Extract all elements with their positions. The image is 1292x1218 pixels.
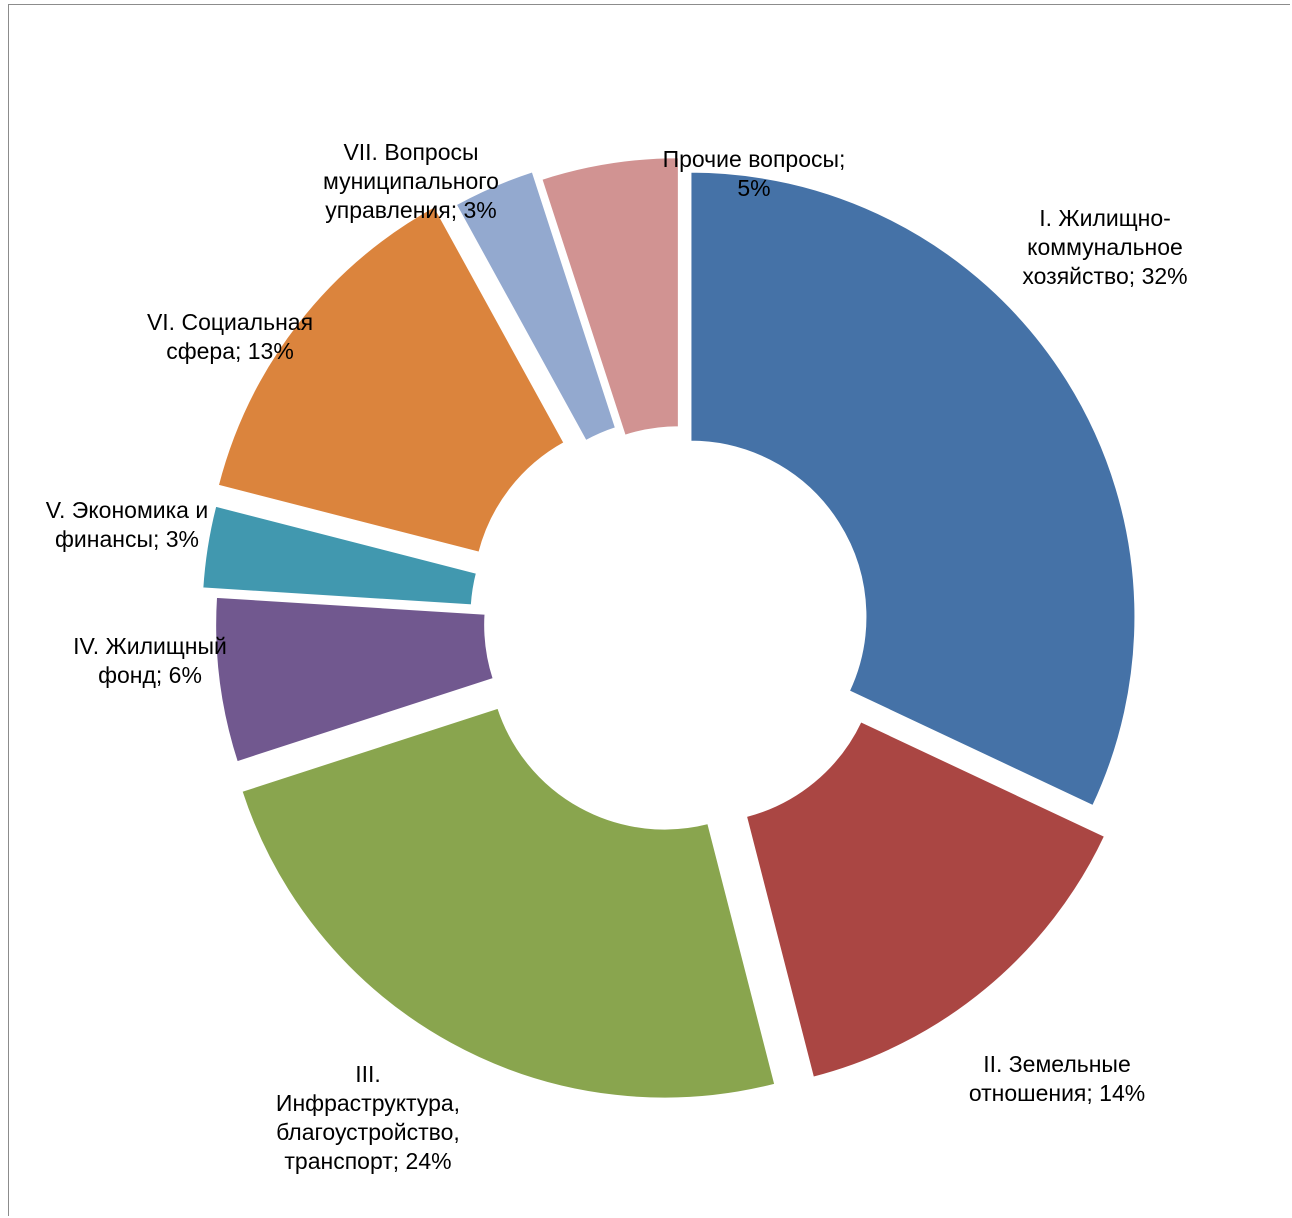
data-label-5: V. Экономика и финансы; 3% xyxy=(46,497,208,552)
data-label-1-line: хозяйство; 32% xyxy=(1022,263,1187,289)
data-label-6-line: VI. Социальная xyxy=(147,309,313,335)
data-label-2-line: II. Земельные xyxy=(983,1051,1131,1077)
data-label-6-line: сфера; 13% xyxy=(166,338,294,364)
data-label-3-line: транспорт; 24% xyxy=(284,1148,451,1174)
data-label-3-line: Инфраструктура, xyxy=(276,1090,460,1116)
data-label-8-line: 5% xyxy=(737,175,770,201)
data-label-3: III. Инфраструктура, благоустройство, транс… xyxy=(276,1061,460,1174)
data-label-8: Прочие вопросы; 5% xyxy=(663,146,846,201)
data-label-1: I. Жилищно-коммунальное хозяйство; 32% xyxy=(1022,205,1187,289)
slice-5 xyxy=(201,504,479,607)
data-label-7-line: VII. Вопросы xyxy=(343,139,478,165)
data-label-5-line: финансы; 3% xyxy=(55,526,199,552)
slice-7 xyxy=(454,169,618,443)
data-label-2: II. Земельные отношения; 14% xyxy=(969,1051,1145,1106)
data-label-5-line: V. Экономика и xyxy=(46,497,208,523)
data-label-4: IV. Жилищный фонд; 6% xyxy=(73,633,227,688)
data-label-1-line: коммунальное xyxy=(1027,234,1183,260)
data-label-4-line: IV. Жилищный xyxy=(73,633,227,659)
slice-3 xyxy=(240,706,777,1100)
data-label-7-line: муниципального xyxy=(323,168,499,194)
slice-8 xyxy=(540,156,680,438)
slice-1 xyxy=(689,170,1137,808)
slice-2 xyxy=(744,719,1107,1079)
data-label-3-line: III. xyxy=(355,1061,381,1087)
data-label-7-line: управления; 3% xyxy=(325,197,496,223)
labels-group: I. Жилищно-коммунальное хозяйство; 32% II.… xyxy=(46,139,1188,1174)
data-label-3-line: благоустройство, xyxy=(276,1119,460,1145)
data-label-6: VI. Социальная сфера; 13% xyxy=(147,309,313,364)
data-label-8-line: Прочие вопросы; xyxy=(663,146,846,172)
data-label-2-line: отношения; 14% xyxy=(969,1080,1145,1106)
slices-group xyxy=(201,156,1137,1100)
data-label-4-line: фонд; 6% xyxy=(98,662,202,688)
slice-6 xyxy=(216,204,566,554)
data-label-1-line: I. Жилищно- xyxy=(1039,205,1171,231)
slice-4 xyxy=(214,595,495,764)
data-label-7: VII. Вопросы муниципального управления; 3% xyxy=(323,139,499,223)
